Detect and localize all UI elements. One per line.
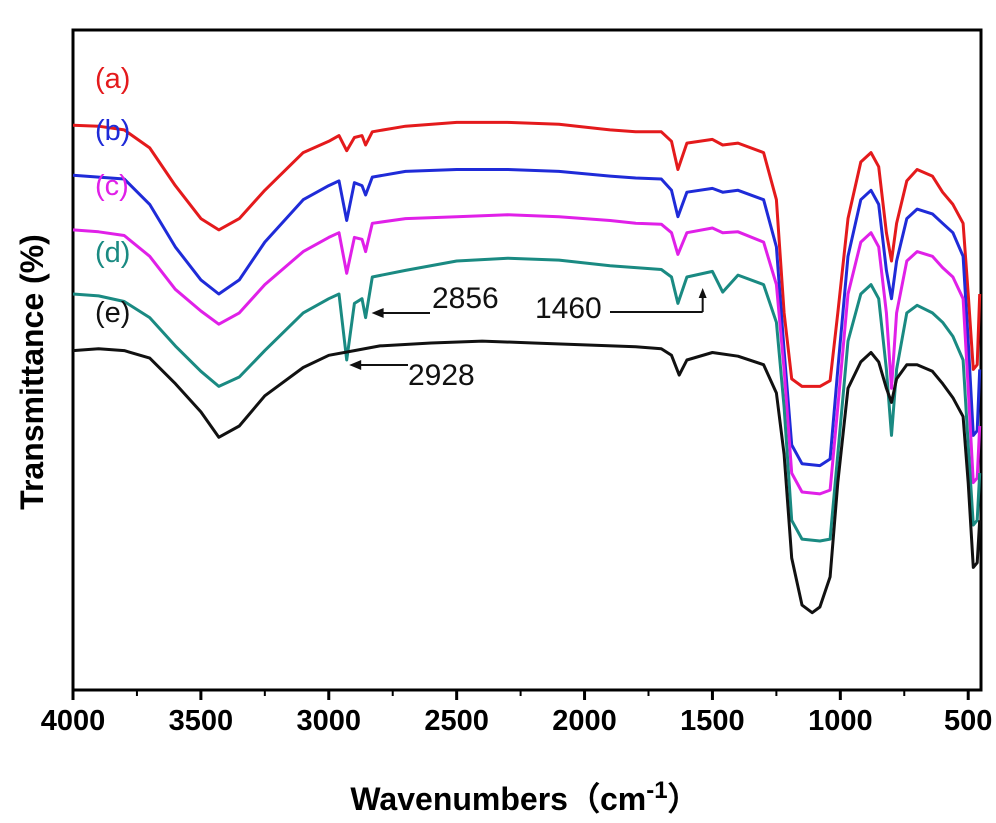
- series-line-2: [72, 168, 982, 468]
- annotation-layer: 2856 2928 1460: [349, 282, 707, 392]
- series-label-2: (b): [95, 115, 130, 147]
- series-layer: [72, 120, 982, 615]
- x-tick-label: 4000: [41, 705, 106, 737]
- series-label-4: (d): [95, 237, 130, 269]
- series-label-1: (a): [95, 63, 130, 95]
- annotation-arrowhead: [371, 308, 384, 318]
- x-tick-label: 3500: [169, 705, 234, 737]
- x-tick-label: 500: [944, 705, 992, 737]
- series-label-3: (c): [95, 170, 129, 202]
- series-line-3: [72, 213, 982, 496]
- annotation-arrowhead: [349, 360, 362, 370]
- series-line-5: [72, 339, 982, 615]
- x-axis-title: Wavenumbers（cm-1）: [350, 777, 699, 817]
- x-tick-label: 1500: [680, 705, 745, 737]
- annotation-2928: 2928: [408, 359, 475, 392]
- series-line-4: [72, 256, 982, 543]
- plot-frame: [71, 28, 983, 692]
- annotation-2856: 2856: [432, 282, 499, 315]
- x-tick-label: 2500: [424, 705, 489, 737]
- annotation-arrowhead: [698, 288, 707, 298]
- x-axis-ticks: 4000 3500 3000 2500 2000 1500 1000 500: [41, 690, 992, 737]
- series-labels: (a) (b) (c) (d) (e): [95, 63, 130, 329]
- annotation-1460: 1460: [535, 292, 602, 325]
- series-label-5: (e): [95, 297, 130, 329]
- y-axis-title: Transmittance (%): [14, 234, 50, 510]
- x-tick-label: 3000: [297, 705, 362, 737]
- x-tick-label: 2000: [552, 705, 617, 737]
- x-tick-label: 1000: [808, 705, 873, 737]
- series-line-1: [72, 120, 982, 388]
